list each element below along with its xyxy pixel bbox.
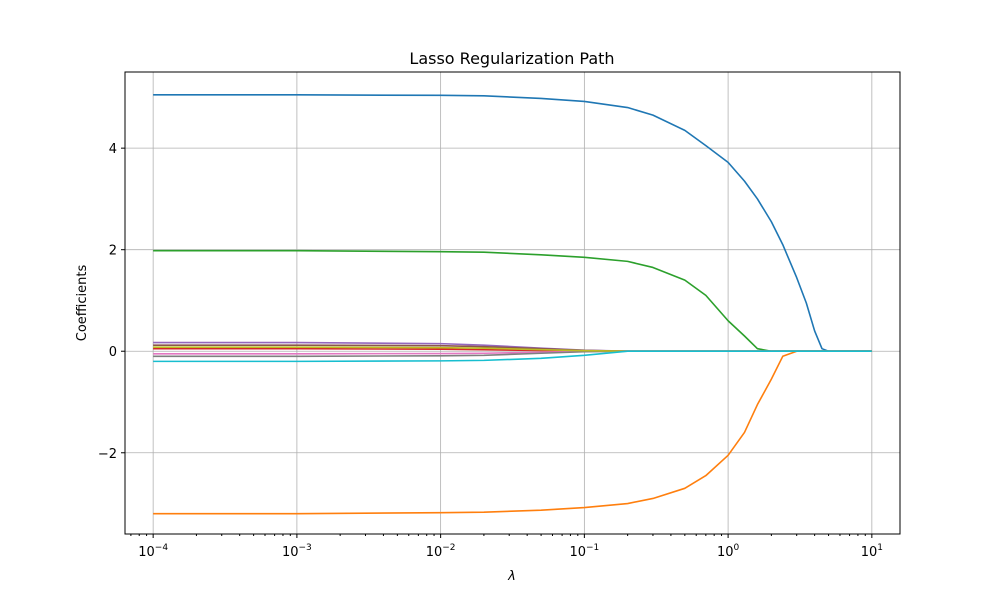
x-tick-label: 101: [861, 543, 883, 560]
x-tick-label: 10−1: [569, 543, 599, 560]
x-tick-label: 10−3: [282, 543, 312, 560]
x-tick-label: 100: [717, 543, 740, 560]
x-axis-label: λ: [507, 569, 516, 584]
grid-lines: [125, 72, 900, 534]
y-tick-label: −2: [98, 447, 117, 462]
chart-title: Lasso Regularization Path: [409, 49, 614, 68]
y-tick-label: 4: [109, 142, 117, 157]
plot-frame: [124, 71, 901, 535]
axis-ticks: 10−4 10−3 10−2 10−1 100 101 −2 0 2 4: [98, 142, 883, 560]
coefficient-path-10: [153, 350, 872, 363]
y-axis-label: Coefficients: [75, 265, 90, 342]
coefficient-path-1: [153, 94, 872, 353]
y-tick-label: 0: [109, 345, 117, 360]
x-tick-label: 10−2: [426, 543, 456, 560]
y-tick-label: 2: [109, 244, 117, 259]
x-tick-label: 10−4: [138, 543, 168, 560]
series-lines: [153, 94, 872, 515]
